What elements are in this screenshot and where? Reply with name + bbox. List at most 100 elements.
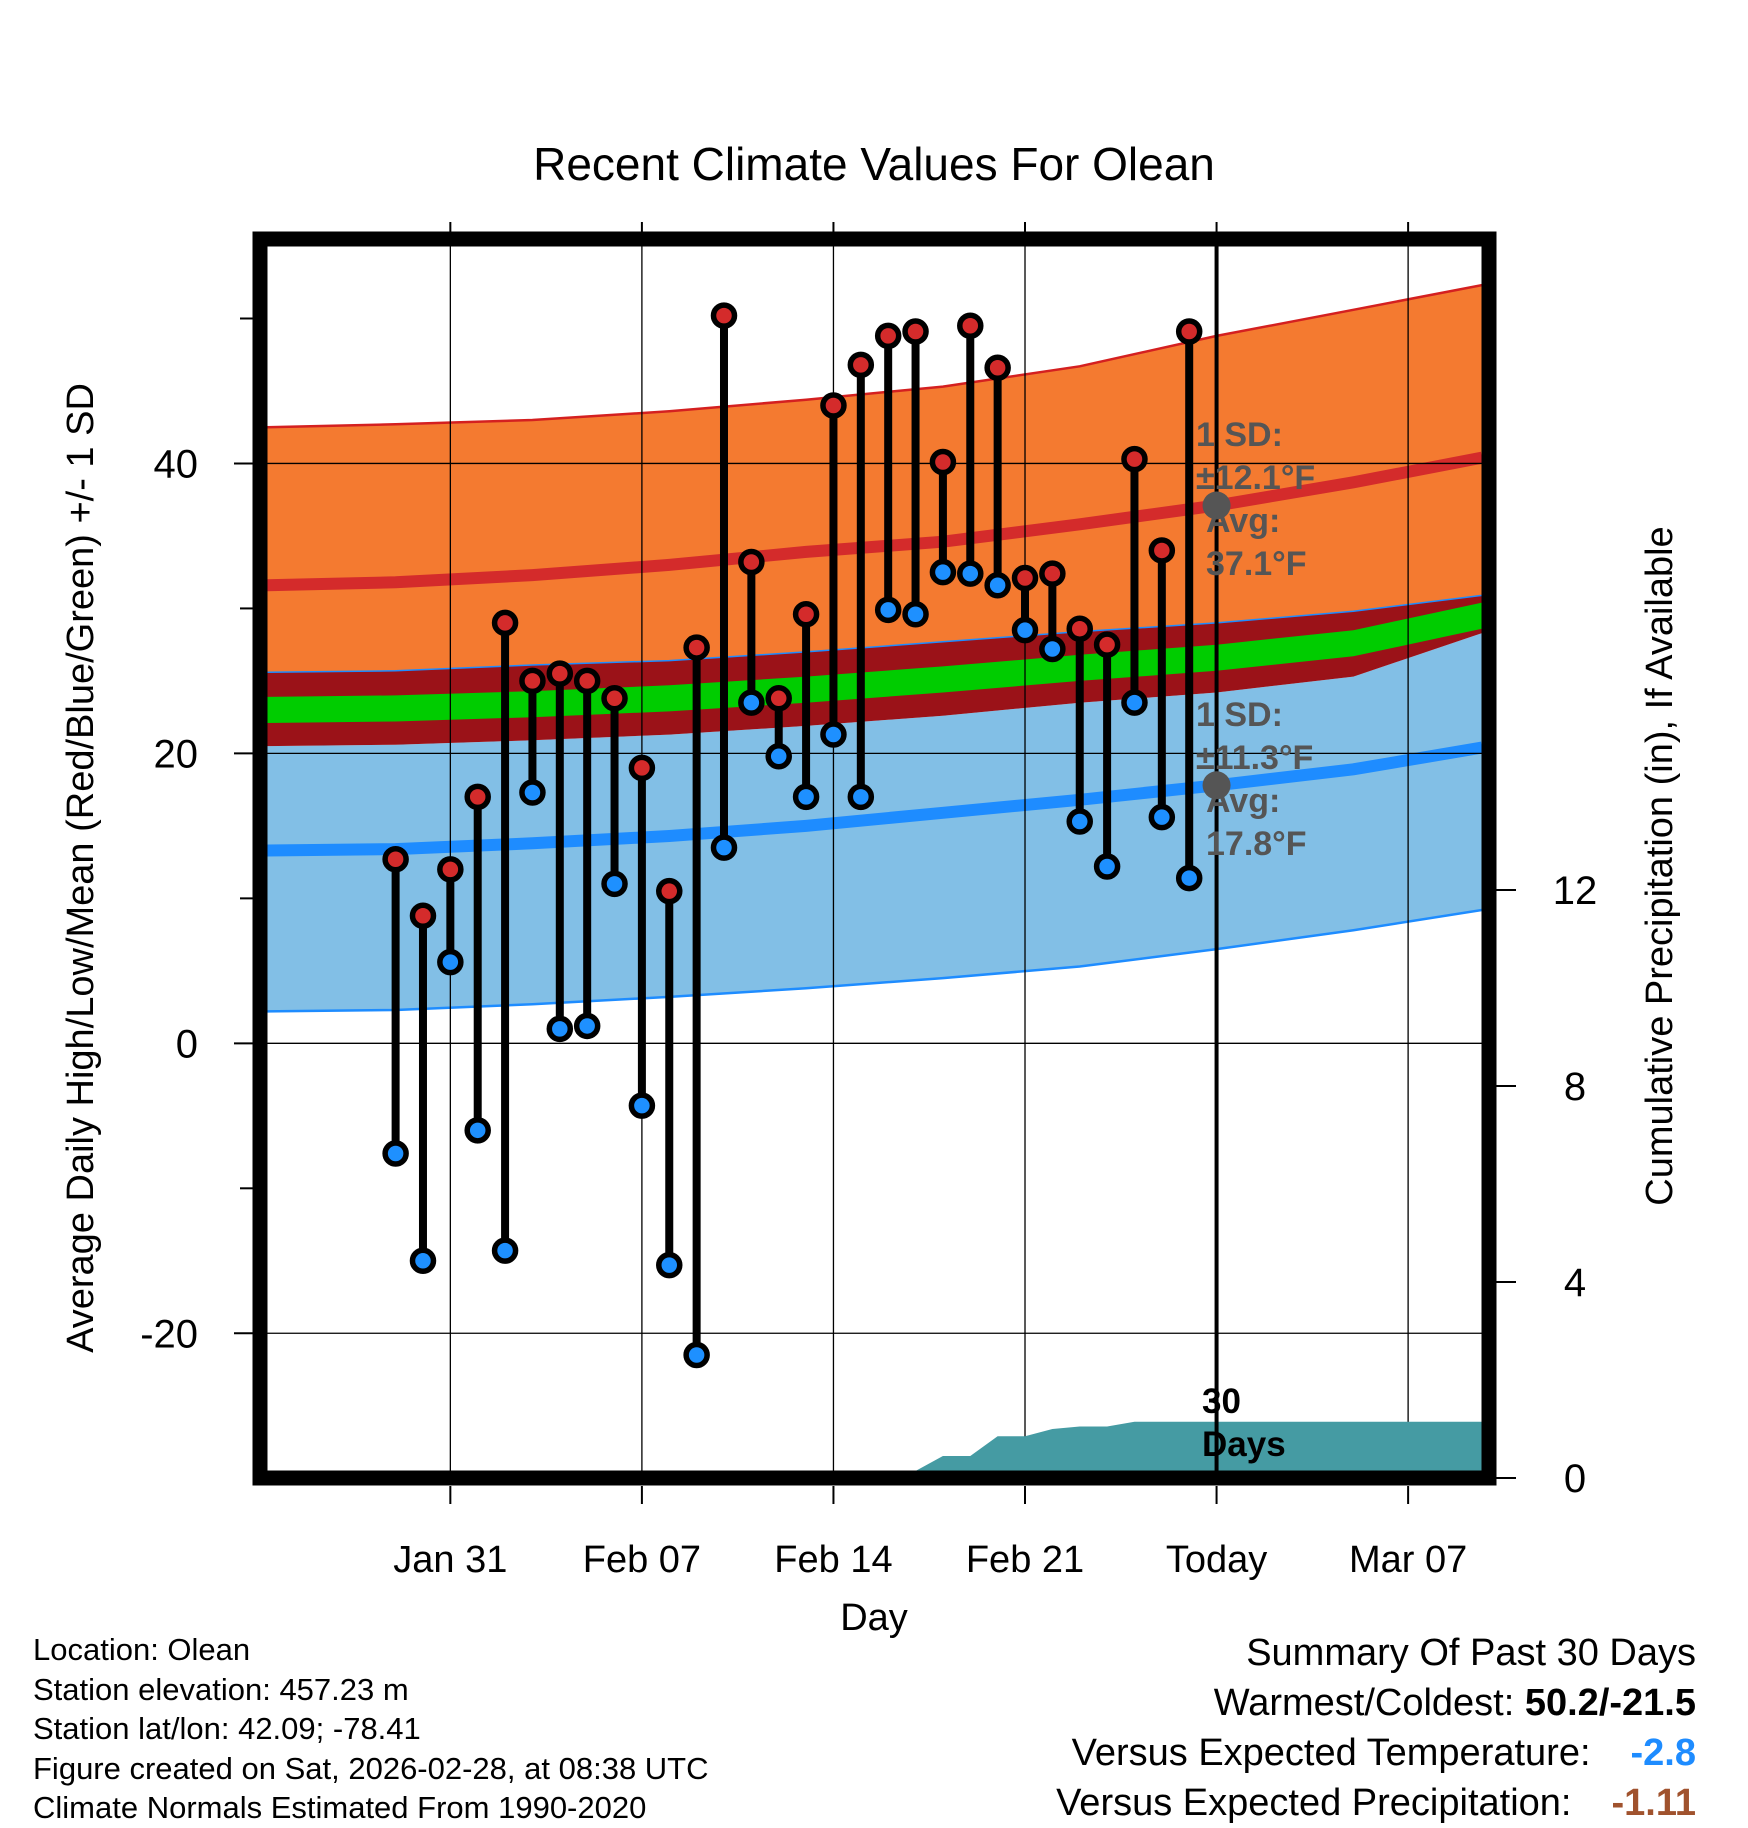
daily-high-point	[738, 548, 765, 576]
temperature-departure-value: -2.8	[1630, 1732, 1696, 1774]
precipitation-departure-row: Versus Expected Precipitation: -1.11	[1056, 1778, 1696, 1828]
precipitation-departure-value: -1.11	[1611, 1782, 1696, 1824]
daily-high-point	[656, 877, 683, 905]
chart-title: Recent Climate Values For Olean	[533, 138, 1215, 190]
daily-high-point	[464, 783, 491, 811]
daily-high-point	[519, 667, 546, 695]
daily-high-point	[1011, 564, 1039, 592]
daily-low-point	[1011, 616, 1039, 644]
daily-high-point	[1148, 537, 1176, 564]
daily-high-point	[573, 667, 601, 695]
y2-tick-label: 8	[1564, 1065, 1586, 1109]
daily-high-point	[902, 318, 929, 345]
y-tick-label: -20	[140, 1312, 198, 1356]
daily-low-point	[957, 560, 984, 587]
daily-high-point	[710, 302, 738, 329]
daily-low-point	[464, 1117, 491, 1144]
plot-frame	[252, 231, 1497, 1486]
daily-high-point	[546, 660, 574, 687]
temperature-departure-label: Versus Expected Temperature:	[1071, 1732, 1591, 1774]
daily-high-point	[1066, 615, 1093, 642]
latlon-text: Station lat/lon: 42.09; -78.41	[33, 1711, 421, 1746]
x-tick-label: Mar 07	[1349, 1539, 1467, 1581]
daily-high-point	[929, 448, 957, 476]
mean-upper-edge	[267, 594, 1482, 673]
daily-low-point	[1093, 853, 1121, 880]
daily-low-point	[1039, 635, 1066, 663]
elevation-text: Station elevation: 457.23 m	[33, 1671, 409, 1707]
daily-high-point	[874, 322, 902, 350]
high-normal-line	[267, 451, 1482, 592]
daily-low-point	[984, 571, 1011, 599]
y-axis-label: Average Daily High/Low/Mean (Red/Blue/Gr…	[60, 383, 102, 1353]
daily-high-point	[491, 609, 519, 637]
low-sd-band-lower	[267, 747, 1482, 1012]
y-tick-label: 40	[154, 442, 199, 486]
daily-low-point	[409, 1247, 437, 1275]
daily-low-point	[546, 1015, 574, 1043]
daily-low-point	[765, 743, 792, 770]
daily-high-point	[628, 754, 656, 782]
x-tick-label: Feb 21	[966, 1539, 1084, 1581]
y2-tick-label: 0	[1564, 1457, 1586, 1501]
daily-high-point	[765, 685, 792, 712]
station-info: Location: Olean Station elevation: 457.2…	[33, 1630, 709, 1828]
daily-low-point	[382, 1140, 409, 1167]
y2-tick-label: 4	[1564, 1261, 1586, 1305]
precipitation-departure-label: Versus Expected Precipitation:	[1056, 1782, 1572, 1824]
daily-low-point	[929, 558, 957, 586]
daily-low-point	[437, 948, 464, 976]
daily-high-point	[1121, 445, 1148, 473]
daily-low-point	[491, 1237, 519, 1264]
summary-panel: Summary Of Past 30 Days Warmest/Coldest:…	[1056, 1628, 1696, 1828]
y2-axis-label: Cumulative Precipitation (in), If Availa…	[1639, 526, 1681, 1205]
x-tick-label: Today	[1166, 1539, 1267, 1581]
x-tick-label: Feb 14	[774, 1539, 892, 1581]
daily-high-point	[437, 856, 464, 883]
summary-title: Summary Of Past 30 Days	[1246, 1632, 1696, 1674]
daily-low-point	[792, 783, 820, 811]
daily-high-point	[382, 845, 409, 873]
high-plus-sd-edge	[267, 283, 1482, 429]
x-tick-label: Jan 31	[393, 1539, 507, 1581]
daily-high-point	[984, 354, 1011, 382]
temperature-departure-row: Versus Expected Temperature: -2.8	[1056, 1728, 1696, 1778]
daily-high-point	[1039, 560, 1066, 587]
daily-high-point	[683, 634, 710, 661]
x-axis-label: Day	[840, 1597, 908, 1639]
warmest-coldest-label: Warmest/Coldest:	[1213, 1682, 1515, 1724]
low-sd-band-upper	[267, 633, 1482, 851]
daily-low-point	[573, 1012, 601, 1040]
daily-high-point	[1093, 631, 1121, 658]
daily-high-point	[601, 685, 628, 712]
warmest-coldest-row: Warmest/Coldest: 50.2/-21.5	[1056, 1678, 1696, 1728]
daily-low-point	[847, 783, 875, 811]
y2-tick-label: 12	[1553, 869, 1598, 913]
daily-low-point	[683, 1341, 710, 1369]
daily-low-point	[1175, 864, 1203, 892]
high-avg-marker	[1202, 491, 1231, 520]
daily-low-point	[874, 596, 902, 624]
y-tick-label: 20	[154, 732, 199, 776]
warmest-coldest-value: 50.2/-21.5	[1524, 1682, 1696, 1724]
period-label: 30 Days	[1202, 1382, 1286, 1464]
daily-low-point	[1121, 689, 1148, 716]
daily-low-point	[820, 721, 847, 748]
daily-high-point	[792, 600, 820, 628]
location-text: Location: Olean	[33, 1632, 251, 1667]
low-minus-sd-edge	[267, 908, 1482, 1013]
low-normal-annotation: 1 SD: ±11.3°F Avg: 17.8°F	[1196, 696, 1313, 863]
daily-low-point	[656, 1251, 683, 1279]
daily-high-point	[957, 312, 984, 339]
daily-high-point	[409, 902, 437, 930]
daily-low-point	[1148, 803, 1176, 831]
daily-high-point	[1175, 318, 1203, 345]
daily-high-point	[847, 351, 875, 379]
y-tick-label: 0	[176, 1022, 198, 1066]
low-avg-marker	[1202, 771, 1231, 800]
normals-text: Climate Normals Estimated From 1990-2020	[33, 1790, 647, 1825]
daily-low-point	[738, 689, 765, 716]
daily-low-point	[519, 779, 546, 806]
daily-low-point	[628, 1092, 656, 1119]
